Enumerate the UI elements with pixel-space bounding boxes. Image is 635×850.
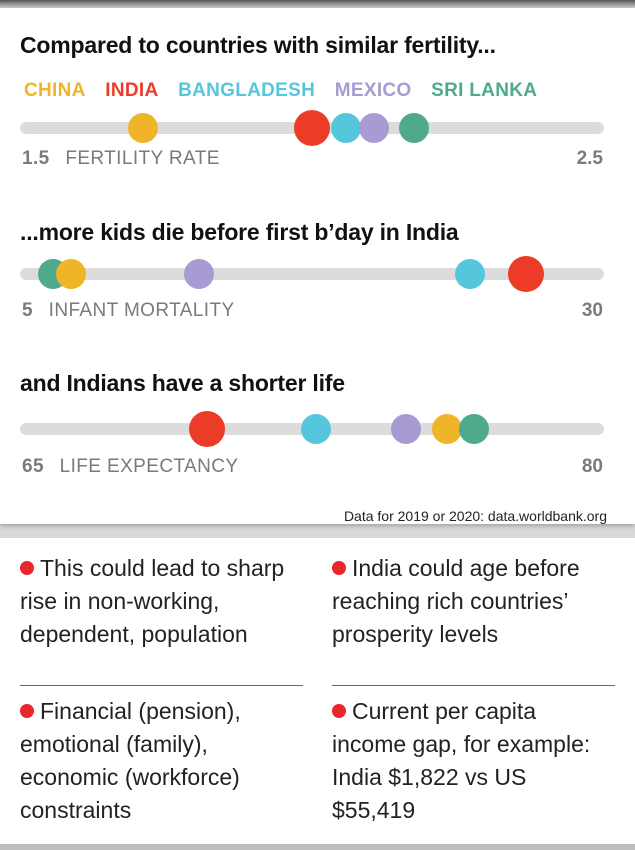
dot-bangladesh [454, 259, 485, 289]
chart-panel: Compared to countries with similar ferti… [0, 8, 635, 524]
dot-china [432, 414, 463, 444]
legend-mexico: MEXICO [334, 80, 412, 101]
life-axis: 65 LIFE EXPECTANCY [22, 456, 238, 478]
dot-china [55, 259, 86, 289]
note-dependent-population: This could lead to sharp rise in non-wor… [20, 555, 285, 647]
mortality-max: 30 [581, 300, 603, 321]
fertility-label: FERTILITY RATE [65, 148, 220, 169]
note-income-gap: Current per capita income gap, for examp… [332, 698, 591, 823]
bullet-icon [20, 561, 34, 575]
bullet-icon [332, 561, 346, 575]
dot-india [294, 110, 330, 146]
chart1-title: Compared to countries with similar ferti… [20, 32, 496, 58]
legend-srilanka: SRI LANKA [431, 80, 538, 101]
legend-bangladesh: BANGLADESH [178, 80, 316, 101]
bottom-edge [0, 844, 635, 850]
life-max: 80 [581, 456, 603, 477]
dot-india [188, 411, 225, 447]
fertility-max: 2.5 [576, 148, 603, 169]
mortality-axis: 5 INFANT MORTALITY [22, 300, 235, 322]
dot-mexico [391, 414, 421, 444]
dot-bangladesh [300, 414, 331, 444]
life-label: LIFE EXPECTANCY [59, 456, 239, 477]
dot-india [508, 256, 545, 292]
dot-mexico [359, 113, 390, 143]
source-note: Data for 2019 or 2020: data.worldbank.or… [343, 508, 607, 524]
dot-sri-lanka [458, 414, 489, 444]
divider-right [332, 685, 615, 686]
note-age-before-rich: India could age before reaching rich cou… [332, 555, 580, 647]
legend-china: CHINA [24, 80, 86, 101]
dot-china [127, 113, 158, 143]
chart3-title: and Indians have a shorter life [20, 370, 345, 396]
fertility-axis: 1.5 FERTILITY RATE [22, 148, 220, 170]
mortality-label: INFANT MORTALITY [48, 300, 235, 321]
life-min: 65 [22, 456, 44, 477]
fertility-min: 1.5 [22, 148, 50, 169]
bullet-icon [20, 704, 34, 718]
bullet-icon [332, 704, 346, 718]
dot-sri-lanka [398, 113, 429, 143]
chart2-title: ...more kids die before first b’day in I… [20, 219, 459, 245]
notes-panel: This could lead to sharp rise in non-wor… [0, 538, 635, 844]
divider-left [20, 685, 303, 686]
legend: CHINA INDIA BANGLADESH MEXICO SRI LANKA [24, 80, 551, 102]
top-edge [0, 0, 635, 8]
legend-india: INDIA [105, 80, 159, 101]
dot-mexico [184, 259, 215, 289]
mortality-min: 5 [22, 300, 33, 321]
dot-bangladesh [330, 113, 361, 143]
note-constraints: Financial (pension), emotional (family),… [20, 698, 241, 823]
